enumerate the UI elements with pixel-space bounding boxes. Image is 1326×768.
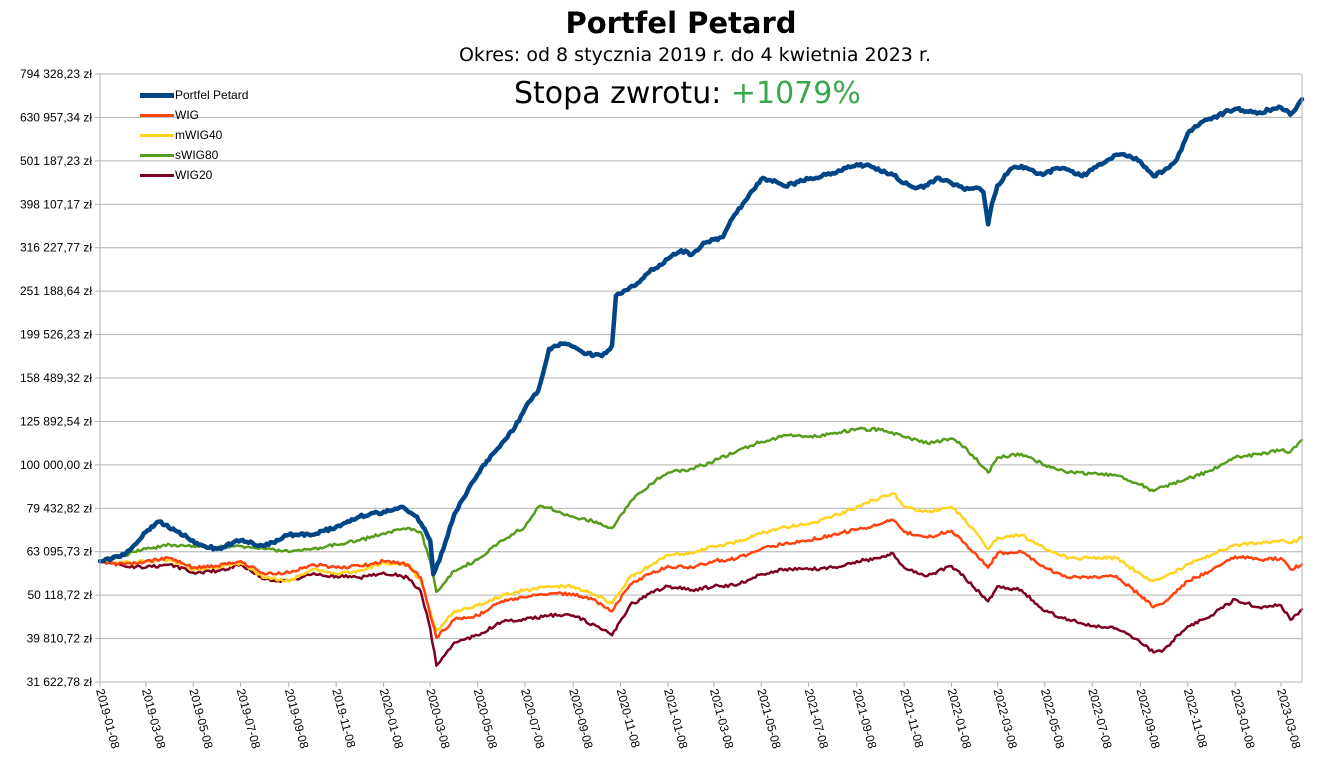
y-tick-label: 39 810,72 zł — [27, 632, 93, 646]
legend-swatch — [140, 153, 174, 157]
y-tick-label: 100 000,00 zł — [20, 458, 92, 472]
y-tick-label: 50 118,72 zł — [28, 588, 93, 602]
legend-item: WIG20 — [140, 165, 248, 185]
legend-item: mWIG40 — [140, 125, 248, 145]
y-tick-label: 31 622,78 zł — [27, 675, 93, 689]
series-line-mwig40 — [98, 492, 1304, 632]
y-tick-label: 398 107,17 zł — [20, 197, 92, 211]
x-tick-label: 2019-07-08 — [234, 687, 263, 750]
legend-item: Portfel Petard — [140, 85, 248, 105]
x-tick-label: 2022-11-08 — [1181, 687, 1210, 749]
x-tick-label: 2022-05-08 — [1038, 687, 1067, 750]
x-tick-label: 2023-03-08 — [1274, 687, 1303, 750]
legend-label: sWIG80 — [175, 148, 219, 162]
x-tick-label: 2020-05-08 — [471, 687, 500, 750]
legend-swatch — [140, 92, 174, 98]
x-tick-label: 2019-01-08 — [93, 687, 122, 750]
y-tick-label: 316 227,77 zł — [20, 241, 92, 255]
y-tick-label: 251 188,64 zł — [20, 284, 92, 298]
series-line-wig — [98, 518, 1304, 639]
x-tick-label: 2021-03-08 — [707, 687, 736, 750]
x-tick-label: 2019-05-08 — [186, 687, 215, 750]
x-tick-label: 2022-01-08 — [945, 687, 974, 750]
x-tick-label: 2021-07-08 — [802, 687, 831, 750]
y-tick-label: 501 187,23 zł — [20, 154, 92, 168]
x-tick-label: 2022-03-08 — [991, 687, 1020, 750]
legend-swatch — [140, 113, 174, 117]
legend-label: WIG20 — [175, 168, 213, 182]
x-tick-label: 2021-11-08 — [897, 687, 926, 749]
axes — [99, 74, 1303, 687]
y-tick-label: 125 892,54 zł — [20, 414, 92, 428]
x-tick-label: 2022-07-08 — [1085, 687, 1114, 750]
x-tick-label: 2019-03-08 — [139, 687, 168, 750]
x-tick-label: 2021-09-08 — [850, 687, 879, 750]
legend-swatch — [140, 133, 174, 137]
x-tick-label: 2020-07-08 — [518, 687, 547, 750]
y-tick-label: 63 095,73 zł — [27, 545, 93, 559]
y-tick-label: 79 432,82 zł — [27, 501, 93, 515]
y-tick-labels: 794 328,23 zł 630 957,34 zł 501 187,23 zł 3… — [20, 67, 92, 689]
y-tick-label: 630 957,34 zł — [20, 110, 92, 124]
return-label: Stopa zwrotu: — [514, 76, 722, 111]
legend-label: mWIG40 — [175, 128, 223, 142]
x-tick-labels: 2019-01-08 2019-03-08 2019-05-08 2019-07-08… — [93, 687, 1304, 750]
series-lines — [97, 96, 1305, 667]
chart-subtitle: Okres: od 8 stycznia 2019 r. do 4 kwietn… — [458, 44, 932, 66]
legend-label: Portfel Petard — [175, 88, 249, 102]
legend-item: WIG — [140, 105, 248, 125]
y-tick-label: 794 328,23 zł — [20, 67, 92, 81]
series-line-wig20 — [98, 551, 1304, 667]
x-tick-label: 2023-01-08 — [1228, 687, 1257, 750]
legend: Portfel Petard WIG mWIG40 sWIG80 WIG20 — [140, 85, 248, 185]
return-annotation: Stopa zwrotu: +1079% — [514, 76, 861, 111]
return-value: +1079% — [730, 76, 861, 111]
x-tick-label: 2020-11-08 — [614, 687, 643, 749]
legend-swatch — [140, 173, 174, 177]
chart-title: Portfel Petard — [565, 6, 797, 40]
x-tick-label: 2021-05-08 — [754, 687, 783, 750]
legend-label: WIG — [175, 108, 199, 122]
series-line-portfel-petard — [97, 96, 1305, 577]
x-tick-label: 2022-09-08 — [1133, 687, 1162, 750]
x-tick-label: 2019-11-08 — [329, 687, 358, 749]
y-tick-label: 158 489,32 zł — [20, 371, 92, 385]
legend-item: sWIG80 — [140, 145, 248, 165]
series-line-swig80 — [98, 426, 1304, 594]
x-tick-label: 2020-09-08 — [566, 687, 595, 750]
x-tick-label: 2020-01-08 — [377, 687, 406, 750]
y-tick-label: 199 526,23 zł — [20, 328, 92, 342]
x-tick-label: 2020-03-08 — [423, 687, 452, 750]
x-tick-label: 2019-09-08 — [282, 687, 311, 750]
x-tick-label: 2021-01-08 — [661, 687, 690, 750]
